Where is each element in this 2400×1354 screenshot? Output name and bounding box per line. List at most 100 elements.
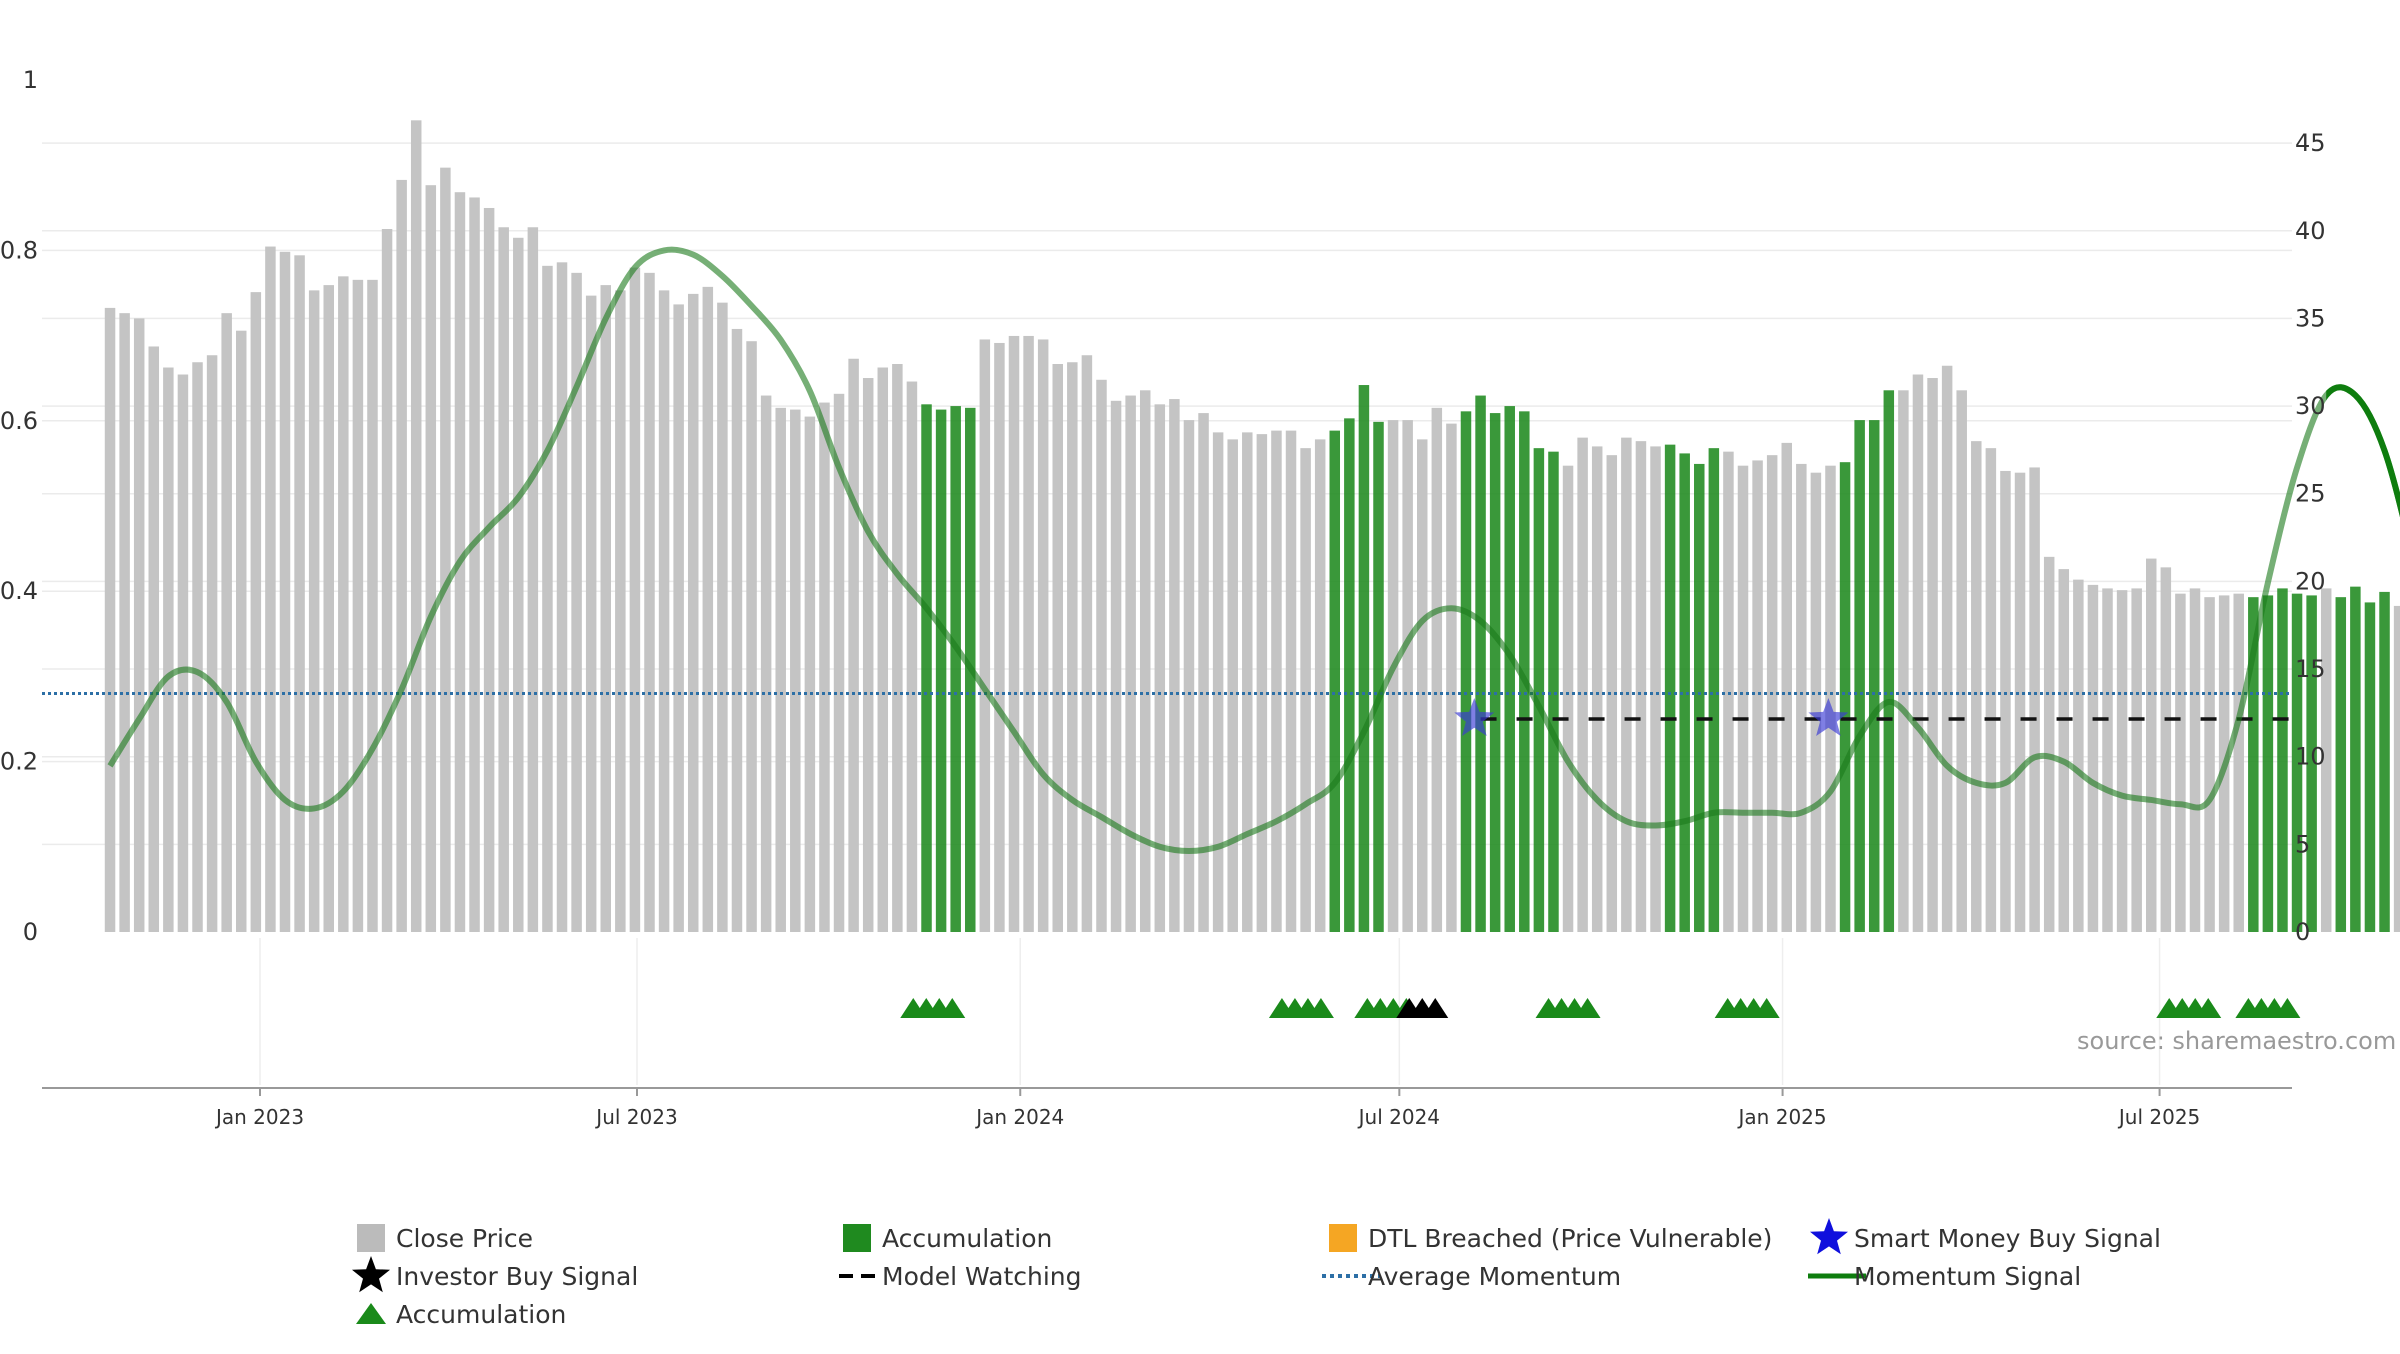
legend-label: Average Momentum — [1368, 1262, 1621, 1291]
close-price-bar — [746, 341, 757, 933]
close-price-bar — [294, 255, 305, 932]
accumulation-bar — [1519, 411, 1530, 932]
left-axis-tick-label: 0.4 — [0, 577, 38, 605]
legend-label: Accumulation — [396, 1300, 566, 1329]
x-axis-tick-label: Jul 2024 — [1357, 1105, 1440, 1129]
close-price-bar — [1577, 437, 1588, 932]
x-axis-tick-label: Jul 2025 — [2117, 1105, 2200, 1129]
close-price-bar — [2087, 584, 2099, 932]
accumulation-bar — [2379, 591, 2390, 932]
close-price-bar — [833, 393, 845, 932]
close-price-bar — [1737, 465, 1749, 932]
close-price-bar — [323, 285, 334, 933]
close-price-bar — [2116, 590, 2128, 932]
close-price-bar — [585, 295, 597, 932]
accumulation-bar — [1460, 411, 1472, 932]
accumulation-triangle — [1307, 998, 1334, 1018]
legend-label: Model Watching — [882, 1262, 1082, 1291]
left-axis-tick-label: 0.2 — [0, 748, 38, 776]
close-price-bar — [862, 378, 874, 933]
close-price-bar — [1591, 446, 1603, 932]
close-price-bar — [1956, 390, 1967, 933]
accumulation-bar — [1664, 444, 1676, 932]
close-price-bar — [1621, 437, 1632, 932]
close-price-bar — [1067, 362, 1078, 932]
close-price-bar — [381, 229, 393, 933]
close-price-bar — [1300, 448, 1311, 932]
accumulation-bar — [2364, 602, 2376, 932]
close-price-bar — [848, 358, 859, 933]
x-axis-tick-label: Jan 2024 — [974, 1105, 1064, 1129]
close-price-bar — [1169, 399, 1180, 932]
close-price-bar — [148, 346, 160, 933]
close-price-bar — [2131, 588, 2142, 932]
close-price-bar — [819, 402, 830, 933]
close-price-bar — [1606, 455, 1618, 932]
close-price-bar — [469, 197, 480, 932]
close-price-bar — [104, 307, 116, 932]
right-axis-tick-label: 15 — [2295, 655, 2326, 683]
close-price-bar — [483, 207, 495, 932]
close-price-bar — [2320, 588, 2332, 932]
close-price-bar — [1431, 407, 1443, 932]
close-price-bar — [1416, 439, 1428, 932]
legend-label: Accumulation — [882, 1224, 1052, 1253]
close-price-bar — [163, 367, 174, 932]
close-price-bar — [760, 395, 772, 932]
accumulation-bar — [2306, 595, 2317, 932]
close-price-bar — [221, 313, 232, 932]
accumulation-bar — [2248, 597, 2259, 932]
accumulation-bar — [2350, 586, 2361, 932]
marker-layer — [900, 698, 2301, 1018]
accumulation-bar — [2262, 595, 2274, 932]
close-price-bar — [1752, 460, 1763, 932]
close-price-bar — [1650, 446, 1661, 932]
close-price-bar — [1562, 465, 1574, 932]
accumulation-bar — [1489, 413, 1501, 932]
close-price-bar — [877, 367, 889, 932]
close-price-bar — [906, 381, 918, 932]
right-axis-tick-label: 20 — [2295, 567, 2326, 595]
close-price-bar — [2175, 593, 2186, 932]
momentum-signal-highlight — [2326, 384, 2400, 518]
close-price-bar — [1081, 355, 1093, 932]
smart-money-buy-star — [1808, 698, 1849, 736]
close-price-bar — [556, 262, 568, 932]
close-price-bar — [1154, 404, 1166, 932]
right-axis-tick-label: 35 — [2295, 304, 2326, 332]
close-price-bar — [338, 276, 349, 932]
accumulation-triangle — [939, 998, 966, 1018]
close-price-bar — [1985, 448, 1997, 932]
right-axis-tick-label: 0 — [2295, 918, 2310, 946]
accumulation-bar — [1329, 430, 1341, 932]
left-axis-tick-label: 0 — [23, 918, 38, 946]
close-price-bar — [1227, 439, 1238, 932]
close-price-bar — [1096, 379, 1107, 932]
close-price-bar — [790, 409, 801, 932]
close-price-bar — [731, 328, 743, 933]
close-price-bar — [600, 285, 612, 933]
close-price-bar — [279, 251, 291, 932]
close-price-bar — [1256, 434, 1268, 932]
close-price-bar — [2102, 588, 2113, 932]
close-price-bar — [192, 362, 203, 932]
close-price-bar — [542, 265, 553, 932]
source-annotation: source: sharemaestro.com — [2077, 1027, 2396, 1055]
close-price-bar — [2073, 579, 2084, 932]
close-price-bar — [1242, 432, 1253, 932]
close-price-bar — [527, 227, 539, 932]
close-price-bar — [1023, 335, 1034, 932]
close-price-bar — [498, 227, 509, 932]
accumulation-bar — [1708, 448, 1720, 932]
legend-label: DTL Breached (Price Vulnerable) — [1368, 1224, 1772, 1253]
close-price-bar — [2145, 558, 2157, 932]
close-price-bar — [892, 364, 903, 932]
close-price-bar — [1446, 423, 1457, 932]
close-price-bar — [1198, 413, 1209, 932]
close-price-bar — [1008, 335, 1020, 932]
close-price-bar — [352, 279, 364, 933]
x-axis-tick-label: Jan 2023 — [214, 1105, 304, 1129]
close-price-bar — [513, 237, 524, 932]
close-price-bar — [615, 290, 626, 932]
